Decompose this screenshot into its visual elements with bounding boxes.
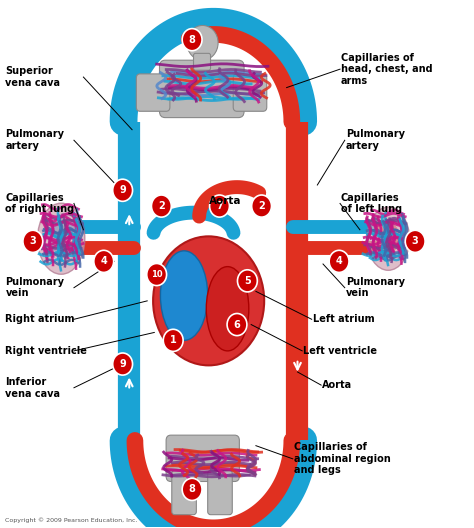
Text: 3: 3 [29, 237, 36, 247]
Text: 9: 9 [119, 185, 126, 195]
FancyBboxPatch shape [137, 74, 170, 111]
Text: 3: 3 [412, 237, 419, 247]
FancyBboxPatch shape [159, 60, 244, 118]
Text: 4: 4 [100, 257, 107, 266]
Text: Pulmonary
artery: Pulmonary artery [5, 129, 64, 151]
Circle shape [113, 179, 133, 201]
Ellipse shape [37, 203, 85, 274]
Text: Inferior
vena cava: Inferior vena cava [5, 377, 60, 399]
Text: 2: 2 [258, 201, 265, 211]
Text: Pulmonary
vein: Pulmonary vein [346, 277, 405, 298]
Text: 10: 10 [151, 270, 163, 279]
Text: Right ventricle: Right ventricle [5, 346, 87, 356]
Circle shape [329, 250, 349, 272]
Text: Aorta: Aorta [209, 196, 241, 206]
Circle shape [113, 353, 133, 375]
Circle shape [187, 25, 218, 60]
Circle shape [405, 230, 425, 252]
Text: Capillaries of
abdominal region
and legs: Capillaries of abdominal region and legs [294, 442, 391, 475]
Circle shape [23, 230, 43, 252]
Text: Superior
vena cava: Superior vena cava [5, 66, 60, 88]
Ellipse shape [153, 237, 264, 365]
Circle shape [227, 314, 247, 336]
Text: Right atrium: Right atrium [5, 314, 75, 324]
Circle shape [147, 263, 166, 286]
Circle shape [182, 29, 202, 51]
FancyBboxPatch shape [233, 74, 267, 111]
Ellipse shape [160, 251, 208, 341]
Text: 1: 1 [170, 335, 177, 345]
Text: 2: 2 [158, 201, 165, 211]
Text: Aorta: Aorta [322, 380, 352, 390]
Circle shape [152, 195, 171, 217]
Text: 9: 9 [119, 359, 126, 369]
Text: Capillaries
of right lung: Capillaries of right lung [5, 193, 74, 214]
Circle shape [252, 195, 272, 217]
Text: Capillaries
of left lung: Capillaries of left lung [341, 193, 402, 214]
Text: Copyright © 2009 Pearson Education, Inc.: Copyright © 2009 Pearson Education, Inc. [5, 517, 138, 523]
Text: 6: 6 [234, 319, 240, 329]
FancyBboxPatch shape [172, 470, 196, 515]
Circle shape [210, 195, 229, 217]
Text: Left atrium: Left atrium [313, 314, 374, 324]
Circle shape [94, 250, 114, 272]
Text: Left ventricle: Left ventricle [303, 346, 377, 356]
Ellipse shape [206, 267, 249, 351]
Text: 8: 8 [189, 35, 196, 45]
Circle shape [163, 329, 183, 352]
Circle shape [182, 478, 202, 501]
Text: 5: 5 [244, 276, 251, 286]
FancyBboxPatch shape [166, 435, 239, 482]
FancyBboxPatch shape [208, 470, 232, 515]
Circle shape [237, 270, 257, 292]
Text: Pulmonary
artery: Pulmonary artery [346, 129, 405, 151]
Text: Pulmonary
vein: Pulmonary vein [5, 277, 64, 298]
Text: 4: 4 [336, 257, 342, 266]
Text: 8: 8 [189, 484, 196, 494]
Text: Capillaries of
head, chest, and
arms: Capillaries of head, chest, and arms [341, 53, 433, 86]
Ellipse shape [367, 207, 410, 270]
FancyBboxPatch shape [193, 53, 210, 70]
Text: 7: 7 [216, 201, 223, 211]
